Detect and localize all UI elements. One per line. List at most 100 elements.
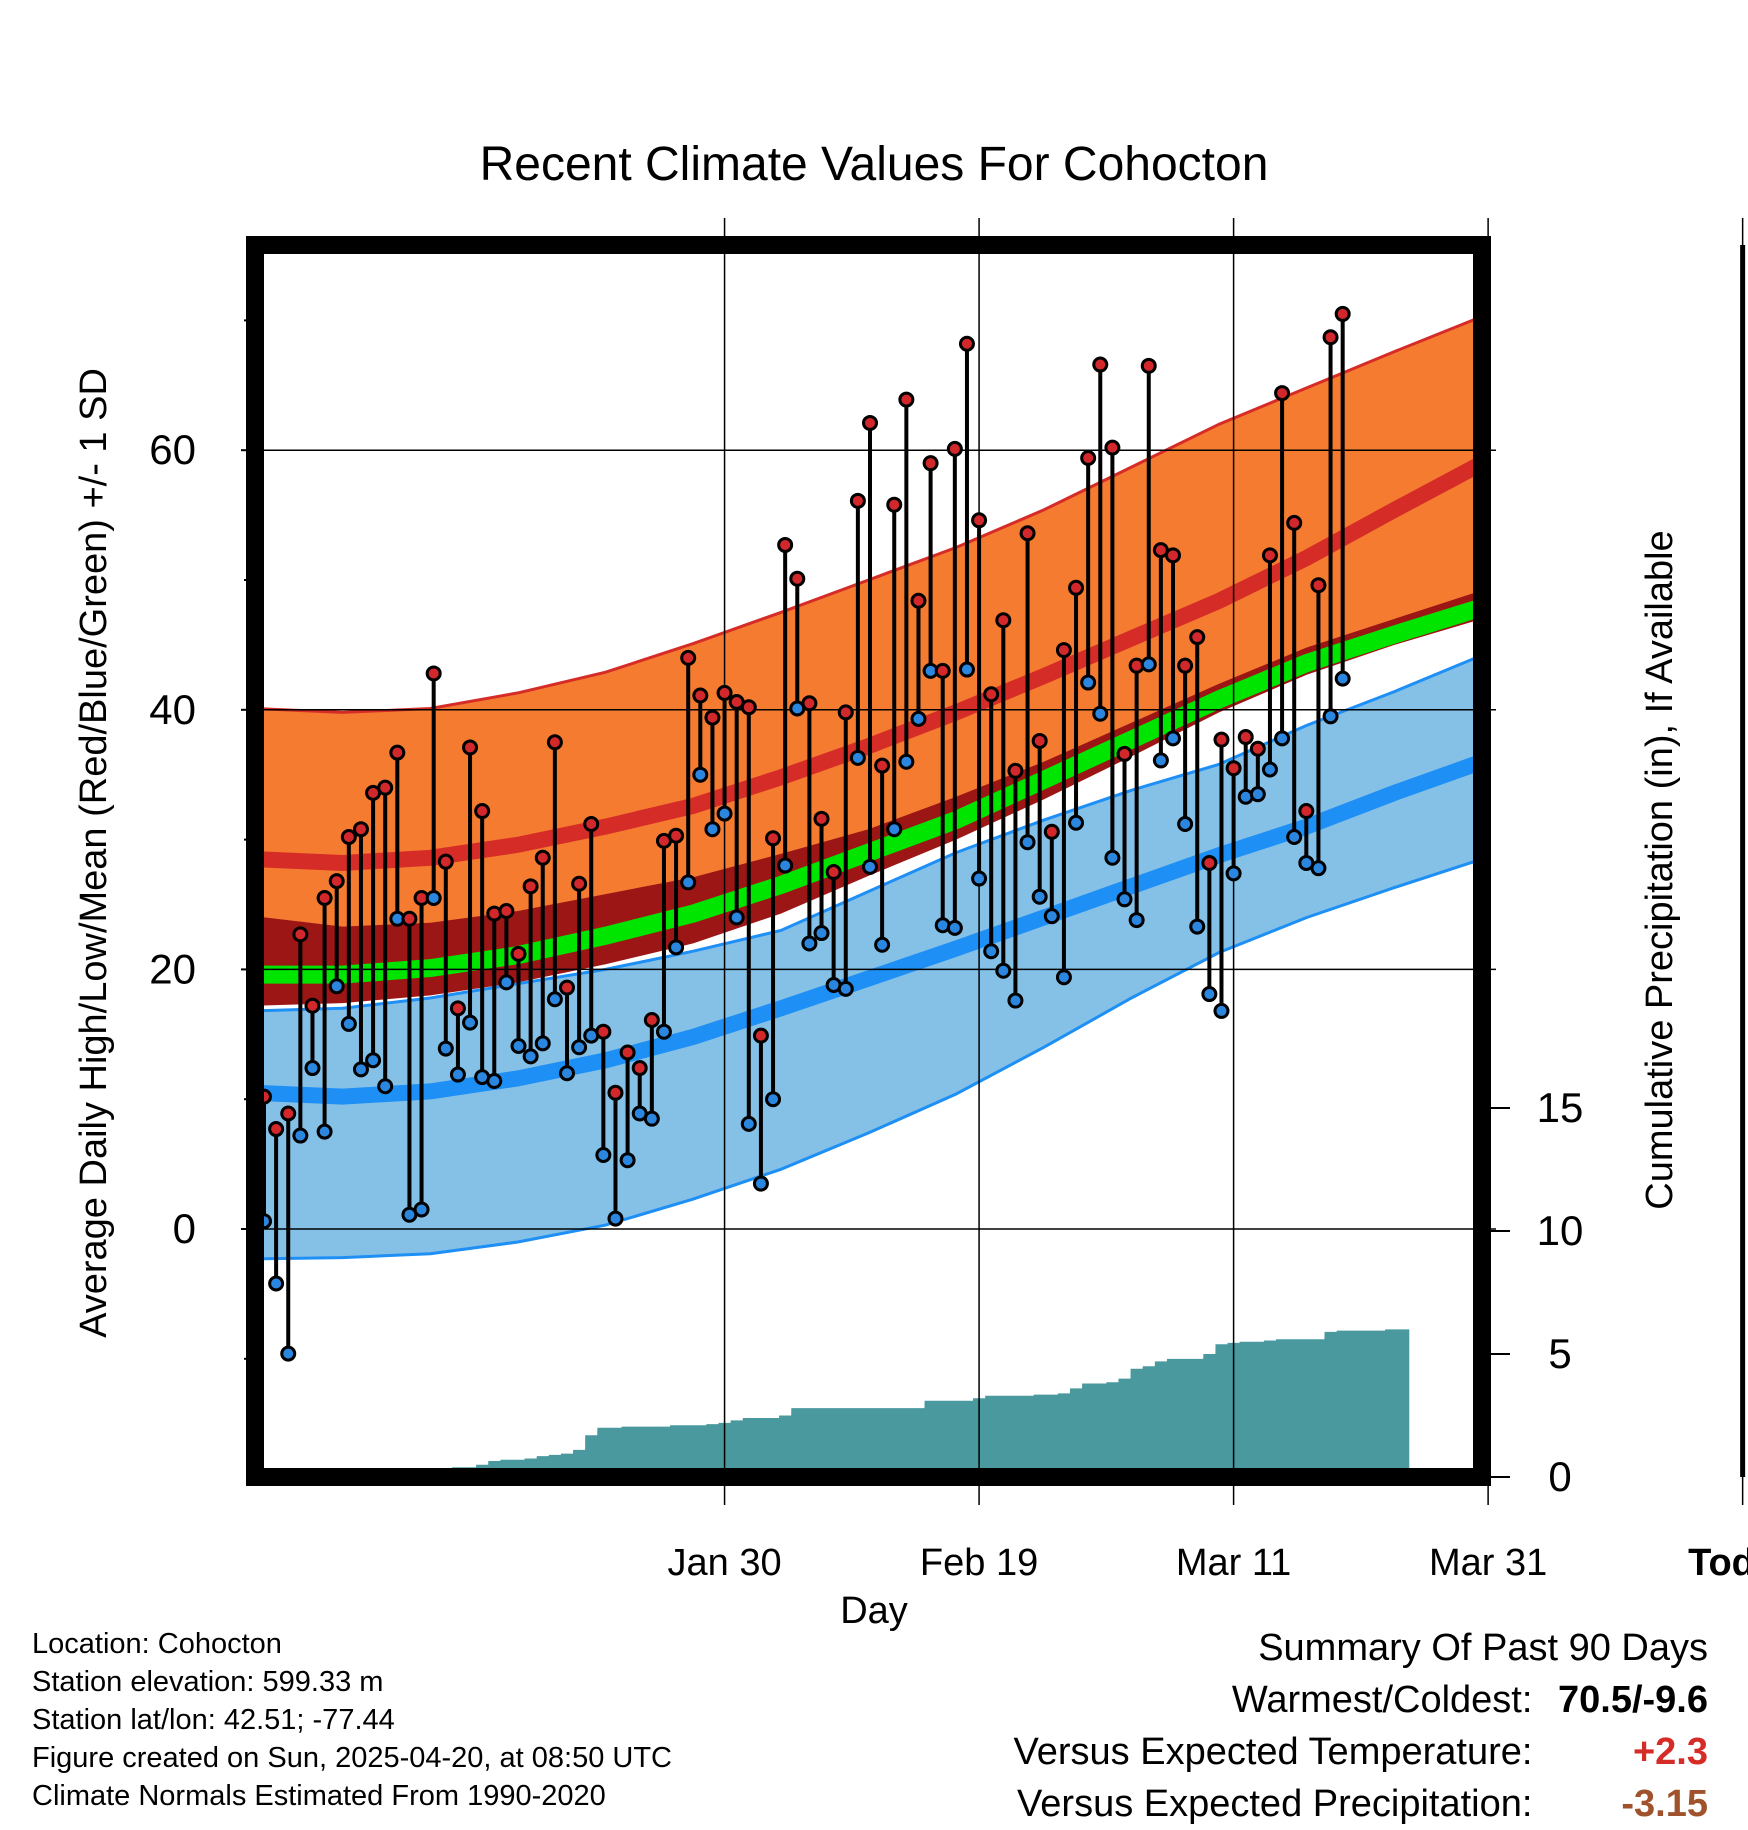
high-temp-point bbox=[825, 864, 842, 881]
low-temp-point bbox=[340, 1015, 357, 1032]
high-temp-point bbox=[425, 665, 442, 682]
warmest-value: 70.5/-9.6 bbox=[1558, 1679, 1708, 1721]
high-temp-point bbox=[1092, 356, 1109, 373]
high-temp-point bbox=[752, 1027, 769, 1044]
low-temp-point bbox=[595, 1147, 612, 1164]
high-temp-point bbox=[1043, 823, 1060, 840]
high-temp-point bbox=[801, 695, 818, 712]
high-temp-point bbox=[328, 873, 345, 890]
x-tick-label: Mar 31 bbox=[1429, 1542, 1547, 1584]
y-tick-label-right: 5 bbox=[1548, 1330, 1571, 1377]
low-temp-point bbox=[352, 1061, 369, 1078]
y-tick-label-left: 60 bbox=[149, 426, 196, 473]
low-temp-point bbox=[1261, 761, 1278, 778]
low-temp-point bbox=[1177, 816, 1194, 833]
low-temp-point bbox=[462, 1014, 479, 1031]
low-temp-point bbox=[995, 962, 1012, 979]
high-temp-point bbox=[971, 512, 988, 529]
low-temp-point bbox=[619, 1152, 636, 1169]
low-temp-point bbox=[837, 980, 854, 997]
low-temp-point bbox=[486, 1073, 503, 1090]
plot-frame bbox=[246, 236, 1491, 1486]
low-temp-point bbox=[704, 821, 721, 838]
high-temp-point bbox=[352, 821, 369, 838]
y-tick-label-right: 10 bbox=[1537, 1207, 1584, 1254]
low-temp-point bbox=[958, 661, 975, 678]
low-temp-point bbox=[413, 1201, 430, 1218]
high-temp-point bbox=[1068, 579, 1085, 596]
low-temp-point bbox=[1068, 814, 1085, 831]
low-temp-point bbox=[559, 1065, 575, 1082]
low-temp-point bbox=[862, 858, 878, 875]
high-temp-point bbox=[886, 496, 903, 513]
y-tick-label-right: 15 bbox=[1537, 1084, 1584, 1131]
station-info: Location: Cohocton Station elevation: 59… bbox=[32, 1625, 672, 1815]
low-temp-point bbox=[752, 1175, 769, 1192]
high-temp-point bbox=[910, 592, 927, 609]
low-temp-point bbox=[910, 710, 927, 727]
high-temp-point bbox=[1322, 329, 1339, 346]
low-temp-point bbox=[437, 1040, 454, 1057]
low-temp-point bbox=[1310, 860, 1327, 877]
low-temp-point bbox=[1007, 992, 1024, 1009]
low-temp-point bbox=[1140, 656, 1157, 673]
high-temp-point bbox=[316, 890, 333, 907]
high-temp-point bbox=[1298, 803, 1315, 820]
high-temp-point bbox=[777, 536, 794, 553]
low-temp-point bbox=[534, 1035, 551, 1052]
high-temp-point bbox=[1189, 629, 1206, 646]
high-temp-point bbox=[813, 810, 830, 827]
high-temp-point bbox=[401, 910, 418, 927]
created-text: Figure created on Sun, 2025-04-20, at 08… bbox=[32, 1742, 672, 1774]
y-axis-title-left: Average Daily High/Low/Mean (Red/Blue/Gr… bbox=[73, 368, 115, 1338]
precip-label: Versus Expected Precipitation: bbox=[1017, 1783, 1533, 1825]
low-temp-point bbox=[571, 1039, 588, 1056]
high-temp-point bbox=[268, 1121, 285, 1138]
high-temp-point bbox=[619, 1044, 636, 1061]
high-temp-point bbox=[559, 979, 575, 996]
low-temp-point bbox=[1031, 888, 1048, 905]
y-tick-label-left: 0 bbox=[173, 1205, 196, 1252]
low-sd-lower-line bbox=[254, 857, 1483, 1261]
low-temp-point bbox=[643, 1110, 660, 1127]
high-temp-point bbox=[1019, 525, 1036, 542]
high-temp-point bbox=[1007, 762, 1024, 779]
low-temp-point bbox=[983, 943, 1000, 960]
high-temp-point bbox=[789, 570, 806, 587]
x-tick-label: Mar 11 bbox=[1176, 1542, 1291, 1584]
low-temp-point bbox=[292, 1127, 309, 1144]
low-temp-point bbox=[510, 1037, 527, 1054]
low-temp-point bbox=[692, 766, 709, 783]
low-temp-point bbox=[280, 1345, 297, 1362]
low-temp-point bbox=[740, 1115, 757, 1132]
low-temp-point bbox=[1128, 912, 1145, 929]
normals-text: Climate Normals Estimated From 1990-2020 bbox=[32, 1780, 606, 1812]
low-temp-point bbox=[668, 939, 685, 956]
high-temp-point bbox=[474, 803, 491, 820]
high-temp-point bbox=[716, 684, 733, 701]
temp-label: Versus Expected Temperature: bbox=[1013, 1731, 1533, 1773]
high-temp-point bbox=[1201, 854, 1218, 871]
high-temp-point bbox=[680, 649, 697, 666]
precipitation-area bbox=[258, 1329, 1410, 1477]
low-temp-point bbox=[1152, 752, 1169, 769]
precip-value: -3.15 bbox=[1621, 1783, 1708, 1825]
low-temp-point bbox=[268, 1275, 285, 1292]
low-temp-point bbox=[1274, 730, 1291, 747]
high-temp-point bbox=[1055, 642, 1072, 659]
high-temp-point bbox=[292, 926, 309, 943]
high-temp-point bbox=[668, 827, 685, 844]
high-temp-point bbox=[1286, 514, 1303, 531]
high-temp-point bbox=[849, 492, 866, 509]
high-temp-point bbox=[983, 686, 1000, 703]
high-temp-point bbox=[583, 816, 600, 833]
high-temp-point bbox=[958, 335, 975, 352]
high-temp-point bbox=[1310, 577, 1327, 594]
low-temp-point bbox=[1201, 986, 1218, 1003]
low-temp-point bbox=[765, 1091, 782, 1108]
high-temp-point bbox=[1261, 547, 1278, 564]
normal-low-line bbox=[254, 754, 1485, 1105]
low-temp-point bbox=[728, 909, 745, 926]
x-axis-title: Day bbox=[840, 1590, 908, 1632]
high-temp-point bbox=[995, 612, 1012, 629]
